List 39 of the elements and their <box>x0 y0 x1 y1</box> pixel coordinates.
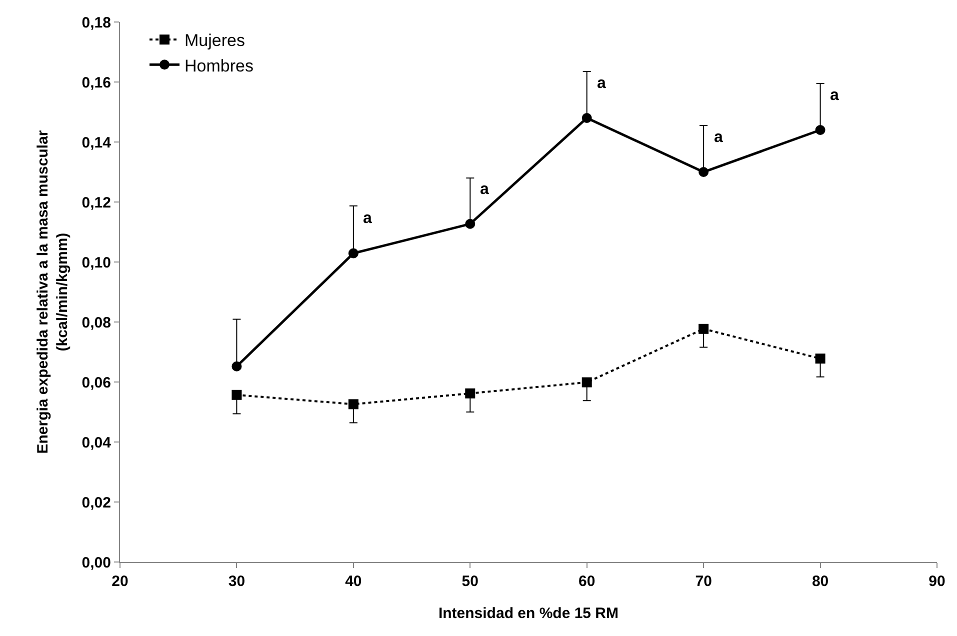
x-tick-label: 20 <box>112 573 128 590</box>
x-tick-label: 70 <box>695 573 712 590</box>
annotation: a <box>597 75 606 92</box>
point <box>348 399 358 410</box>
x-tick-label: 50 <box>462 573 478 590</box>
point <box>348 248 358 258</box>
y-tick-label: 0,08 <box>82 314 111 332</box>
point <box>698 167 709 177</box>
point <box>582 377 592 388</box>
point <box>815 354 826 364</box>
legend-label: Mujeres <box>184 31 245 50</box>
x-tick-label: 60 <box>578 573 596 590</box>
y-axis-title: Energia expedida relativa a la masa muscular (kcal/min/kgmm) <box>34 130 72 454</box>
y-tick-label: 0,02 <box>82 494 111 512</box>
x-tick-label: 30 <box>228 573 246 590</box>
point <box>465 388 476 398</box>
legend-label: Hombres <box>184 56 254 76</box>
x-axis-title: Intensidad en %de 15 RM <box>438 605 619 622</box>
y-tick-label: 0,18 <box>82 14 111 32</box>
y-tick-label: 0,14 <box>82 134 112 152</box>
point <box>232 361 242 372</box>
y-tick-label: 0,06 <box>82 374 111 392</box>
y-tick-label: 0,16 <box>82 74 111 92</box>
y-tick-label: 0,00 <box>82 554 111 572</box>
x-tick-label: 90 <box>928 573 946 590</box>
point <box>698 324 709 334</box>
point <box>465 218 476 229</box>
point <box>582 113 592 123</box>
annotation: a <box>714 129 723 146</box>
annotation: a <box>830 87 839 104</box>
y-tick-label: 0,12 <box>82 194 111 212</box>
annotation: a <box>480 181 489 198</box>
x-tick-label: 80 <box>812 573 829 590</box>
x-tick-label: 40 <box>345 573 362 590</box>
y-tick-label: 0,04 <box>82 434 112 452</box>
annotation: a <box>363 210 372 227</box>
point <box>232 390 242 400</box>
y-tick-label: 0,10 <box>82 254 111 272</box>
point <box>815 125 826 135</box>
